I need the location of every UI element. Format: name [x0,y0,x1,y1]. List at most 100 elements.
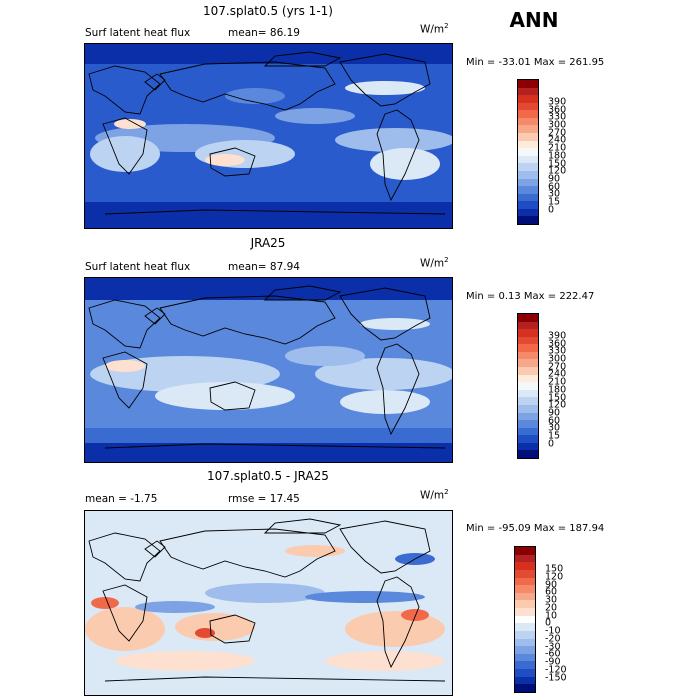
colorbar-tick-label: 330 [548,111,567,123]
colorbar-swatch [515,669,535,677]
panel-3-units: W/m2 [420,488,449,502]
panel-3-colorbar-labels: 150 120 90 60 30 20 10 0 -10 -20 -30 -60 -90 -120 -150 [545,546,585,693]
colorbar-swatch [518,102,538,111]
colorbar-tick-label: 270 [548,127,567,139]
colorbar-swatch [518,329,538,337]
colorbar-tick-label: 120 [548,399,567,411]
colorbar-tick-label: 180 [548,384,567,396]
colorbar-tick-label: 60 [548,414,561,426]
colorbar-tick-label: -30 [545,640,561,652]
colorbar-tick-label: -90 [545,656,561,668]
colorbar-swatch [515,653,535,662]
colorbar-swatch [518,148,538,156]
colorbar-tick-label: 15 [548,430,561,442]
colorbar-tick-label: 0 [548,203,555,215]
colorbar-tick-label: 10 [545,609,558,621]
panel-3-map [84,510,453,696]
colorbar-swatch [515,661,535,669]
panel-1-minmax: Min = -33.01 Max = 261.95 [466,57,605,68]
colorbar-swatch [518,382,538,390]
colorbar-tick-label: 240 [548,134,567,146]
panel-1-colorbar [517,79,539,225]
colorbar-tick-label: 15 [548,196,561,208]
colorbar-tick-label: 20 [545,602,558,614]
colorbar-tick-label: 330 [548,345,567,357]
colorbar-swatch [518,359,538,368]
panel-2-colorbar-labels: 390 360 330 300 270 240 210 180 150 120 90 60 30 15 0 [548,313,588,459]
colorbar-swatch [515,562,535,570]
colorbar-swatch [518,155,538,164]
colorbar-swatch [518,163,538,171]
panel-2-units: W/m2 [420,256,449,270]
colorbar-swatch [518,178,538,187]
colorbar-swatch [515,569,535,578]
season-label: ANN [509,8,559,32]
colorbar-tick-label: 300 [548,119,567,131]
colorbar-swatch [518,367,538,375]
colorbar-tick-label: 90 [545,578,558,590]
panel-2-colorbar [517,313,539,459]
colorbar-swatch [515,554,535,563]
colorbar-swatch [518,110,538,118]
colorbar-swatch [518,404,538,413]
colorbar-swatch [518,336,538,345]
colorbar-tick-label: 270 [548,361,567,373]
colorbar-tick-label: 60 [545,586,558,598]
panel-3-mean: mean = -1.75 [85,493,158,505]
colorbar-swatch [518,193,538,202]
colorbar-swatch [515,623,535,631]
panel-1-field-label: Surf latent heat flux [85,27,191,39]
colorbar-swatch [515,592,535,601]
panel-1-units: W/m2 [420,22,449,36]
colorbar-swatch [518,412,538,421]
colorbar-swatch [518,389,538,398]
colorbar-swatch [515,676,535,685]
colorbar-swatch [518,140,538,149]
colorbar-tick-label: 180 [548,150,567,162]
colorbar-swatch [518,450,538,458]
colorbar-tick-label: 30 [548,188,561,200]
colorbar-swatch [515,646,535,654]
colorbar-tick-label: 0 [548,437,555,449]
colorbar-tick-label: 90 [548,173,561,185]
panel-2-minmax: Min = 0.13 Max = 222.47 [466,291,595,302]
colorbar-swatch [515,684,535,692]
colorbar-swatch [515,608,535,616]
colorbar-tick-label: -20 [545,633,561,645]
colorbar-tick-label: 90 [548,407,561,419]
colorbar-tick-label: 150 [548,157,567,169]
colorbar-swatch [518,435,538,443]
colorbar-tick-label: -120 [545,664,567,676]
colorbar-swatch [515,615,535,624]
colorbar-swatch [518,314,538,322]
panel-2-field-label: Surf latent heat flux [85,261,191,273]
colorbar-tick-label: 210 [548,142,567,154]
colorbar-swatch [515,638,535,647]
colorbar-swatch [518,321,538,330]
colorbar-tick-label: 30 [545,594,558,606]
colorbar-tick-label: -10 [545,625,561,637]
colorbar-tick-label: 60 [548,180,561,192]
colorbar-swatch [518,125,538,134]
panel-1-map [84,43,453,229]
colorbar-swatch [518,170,538,179]
colorbar-swatch [518,420,538,428]
panel-1-title: 107.splat0.5 (yrs 1-1) [203,4,333,18]
colorbar-tick-label: 390 [548,330,567,342]
colorbar-tick-label: 30 [548,422,561,434]
colorbar-swatch [518,186,538,194]
colorbar-swatch [518,374,538,383]
panel-3-colorbar [514,546,536,693]
colorbar-swatch [518,208,538,217]
colorbar-tick-label: 150 [548,391,567,403]
panel-3-title: 107.splat0.5 - JRA25 [207,469,329,483]
panel-2-mean: mean= 87.94 [228,261,300,273]
colorbar-tick-label: 360 [548,103,567,115]
colorbar-swatch [518,87,538,96]
colorbar-tick-label: 390 [548,96,567,108]
colorbar-swatch [518,397,538,405]
panel-1-colorbar-labels: 390 360 330 300 270 240 210 180 150 120 90 60 30 15 0 [548,79,588,225]
colorbar-swatch [518,442,538,451]
panel-2-map [84,277,453,463]
colorbar-swatch [515,600,535,608]
